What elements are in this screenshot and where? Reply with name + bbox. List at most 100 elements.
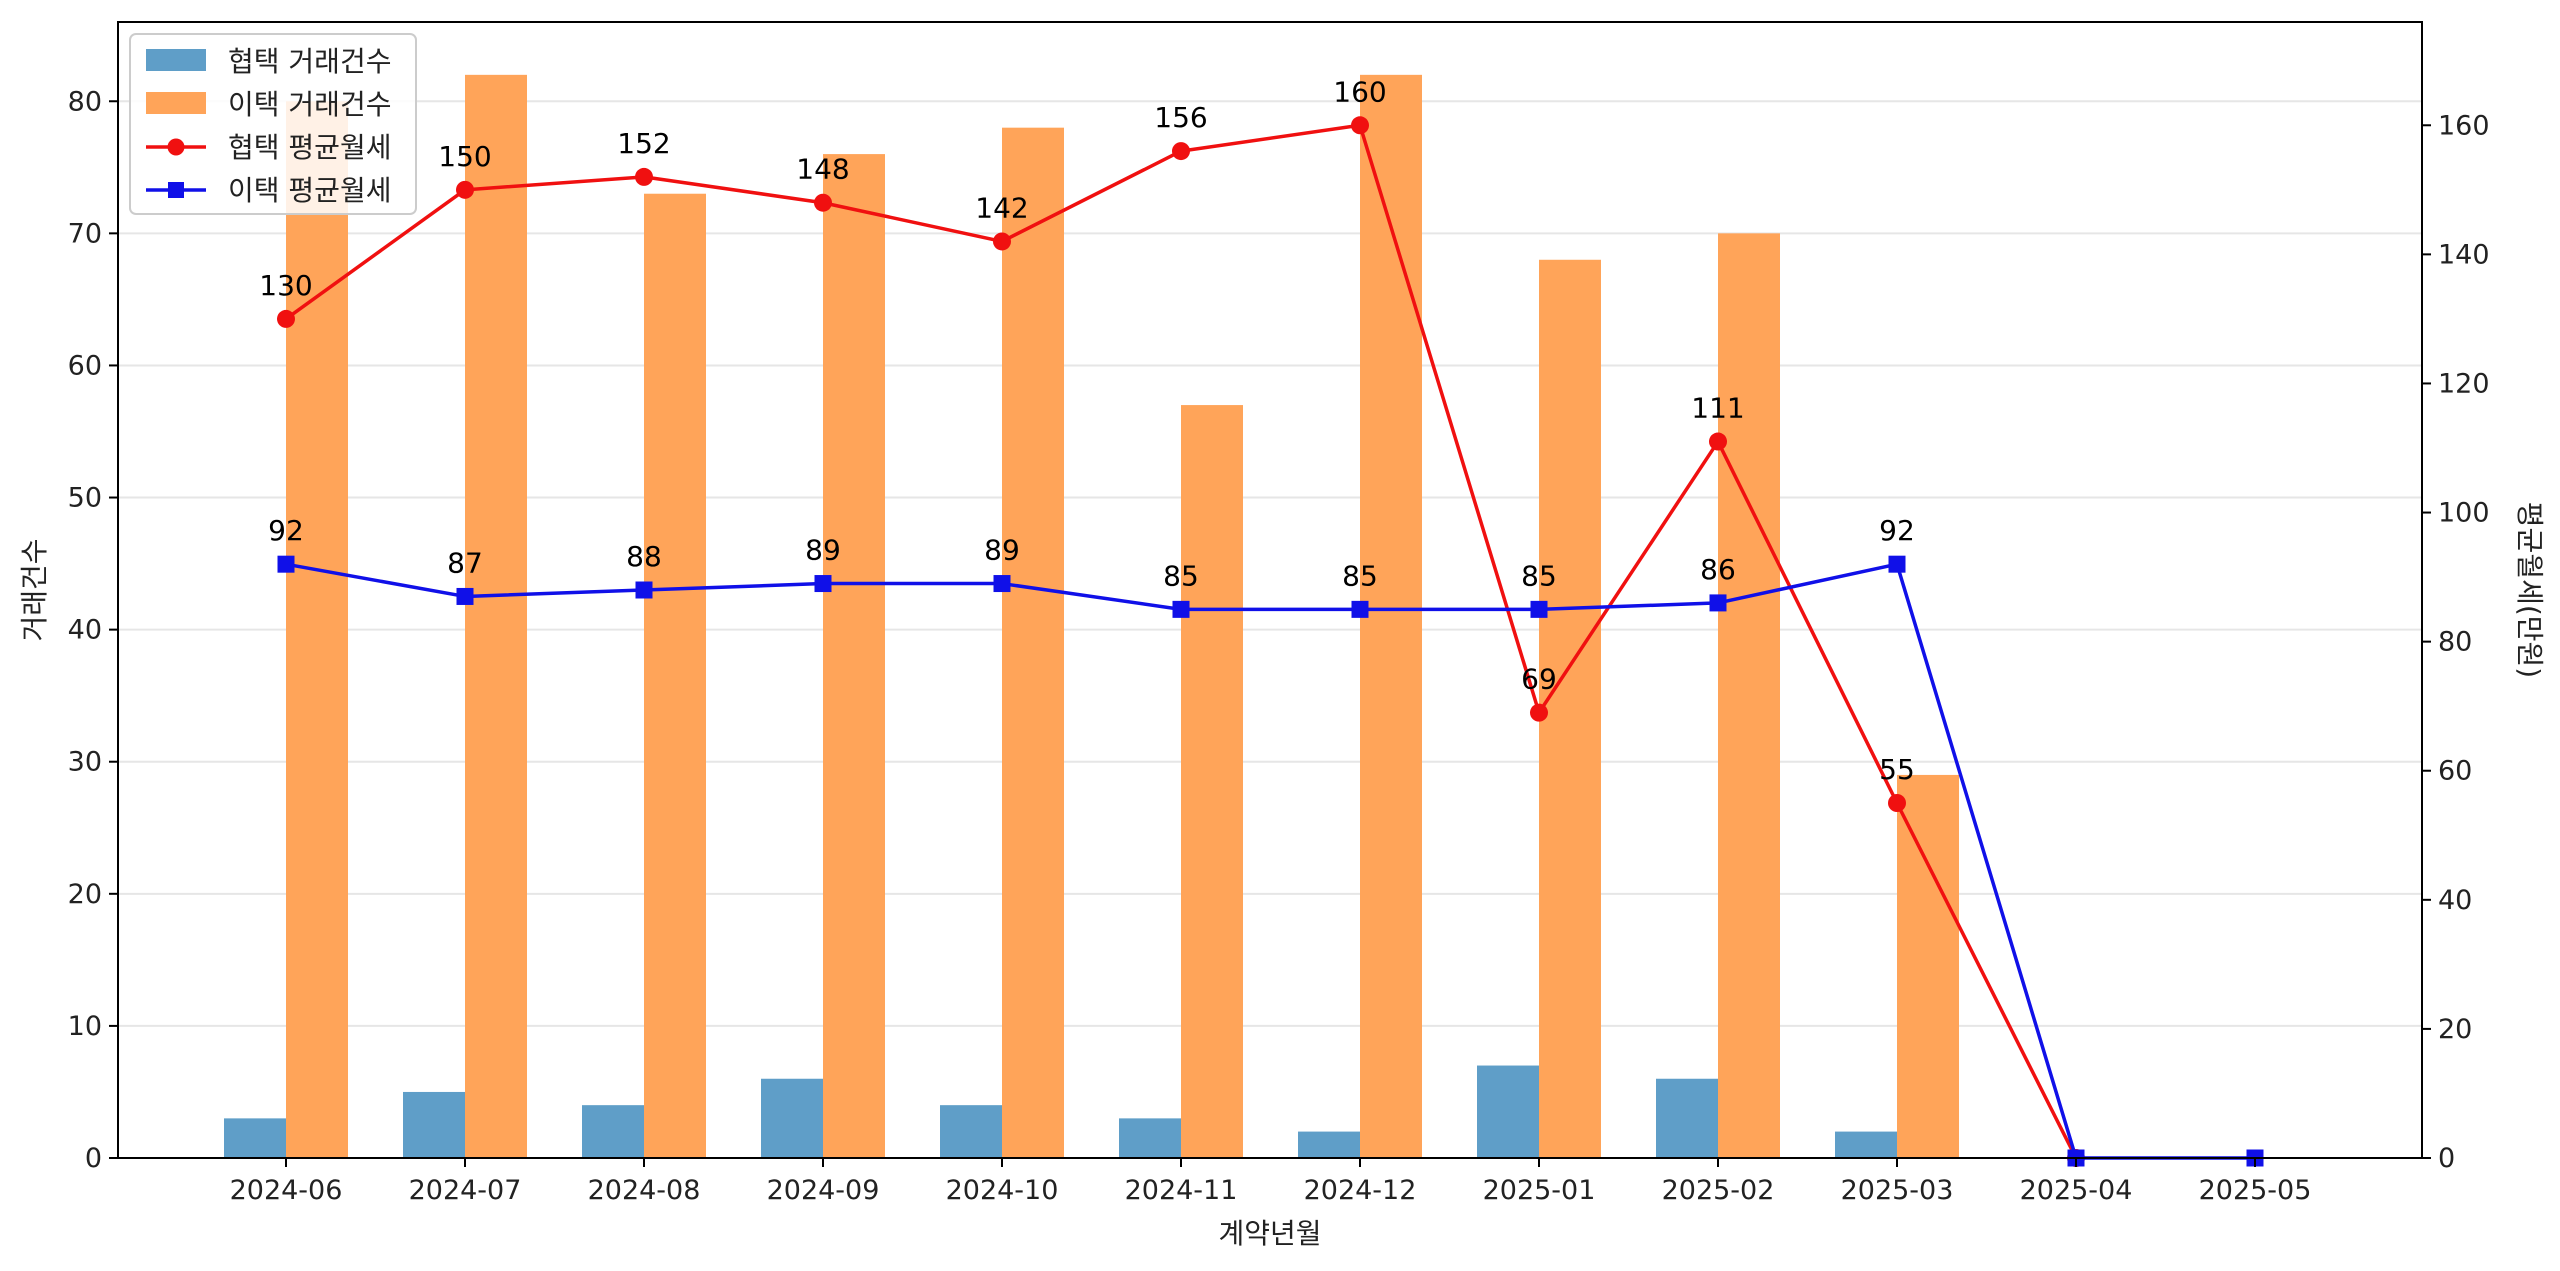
point-itaek: [1172, 600, 1190, 618]
legend-swatch-bar-2: [146, 92, 206, 114]
point-itaek: [993, 575, 1011, 593]
x-tick-label: 2024-10: [946, 1175, 1059, 1206]
legend-label-line-2: 이택 평균월세: [228, 174, 391, 207]
y-left-tick-label: 40: [68, 615, 102, 646]
point-itaek: [277, 555, 295, 573]
bar-itaek: [1897, 774, 1959, 1158]
y-left-tick-label: 30: [68, 747, 102, 778]
y-left-tick-label: 20: [68, 879, 102, 910]
bar-hyeoptaek: [1298, 1131, 1360, 1158]
data-label-hyeoptaek: 111: [1691, 392, 1744, 425]
data-label-itaek: 85: [1521, 559, 1557, 592]
bar-hyeoptaek: [940, 1105, 1002, 1158]
data-label-itaek: 87: [447, 546, 483, 579]
bar-itaek: [1718, 233, 1780, 1159]
x-tick-label: 2025-02: [1662, 1175, 1775, 1206]
bar-hyeoptaek: [1835, 1131, 1897, 1158]
x-tick-label: 2024-09: [767, 1175, 880, 1206]
legend-label-bar-1: 협택 거래건수: [228, 45, 391, 78]
y-left-tick-label: 10: [68, 1011, 102, 1042]
y-axis-right-title: 평균월세(만원): [2513, 502, 2546, 678]
legend-marker-square: [168, 182, 184, 198]
y-left-tick-label: 80: [68, 86, 102, 117]
point-itaek: [1709, 594, 1727, 612]
bar-itaek: [1181, 405, 1243, 1158]
x-tick-label: 2024-07: [409, 1175, 522, 1206]
bar-itaek: [465, 74, 527, 1159]
point-itaek: [1530, 600, 1548, 618]
point-hyeoptaek: [1172, 142, 1190, 161]
x-tick-label: 2024-08: [588, 1175, 701, 1206]
bar-itaek: [1539, 259, 1601, 1158]
point-hyeoptaek: [456, 180, 474, 199]
point-hyeoptaek: [1530, 703, 1548, 722]
x-axis-title: 계약년월: [1218, 1217, 1321, 1250]
bar-itaek: [286, 101, 348, 1158]
point-hyeoptaek: [1351, 116, 1369, 135]
bar-itaek: [823, 154, 885, 1158]
y-right-tick-label: 160: [2438, 110, 2490, 141]
data-label-itaek: 85: [1342, 559, 1378, 592]
bar-hyeoptaek: [1119, 1118, 1181, 1158]
bar-itaek: [1360, 74, 1422, 1159]
point-hyeoptaek: [993, 232, 1011, 251]
legend-box: [129, 33, 417, 215]
data-label-hyeoptaek: 156: [1154, 101, 1207, 134]
bar-hyeoptaek: [1656, 1078, 1718, 1158]
data-label-itaek: 85: [1163, 559, 1199, 592]
point-itaek: [456, 587, 474, 605]
data-label-itaek: 92: [268, 514, 304, 547]
y-right-tick-label: 100: [2438, 498, 2490, 529]
y-left-tick-label: 60: [68, 350, 102, 381]
data-labels: 130 150 152 148 142 156 160 69 111 55 92 87 88 89 89 85…: [259, 75, 1915, 786]
y-axis-left-title: 거래건수: [18, 538, 51, 641]
y-right-tick-label: 20: [2438, 1014, 2472, 1045]
y-right-tick-label: 140: [2438, 239, 2490, 270]
bar-hyeoptaek: [224, 1118, 286, 1158]
x-tick-label: 2025-05: [2199, 1175, 2312, 1206]
x-tick-label: 2025-04: [2020, 1175, 2133, 1206]
bar-itaek: [644, 193, 706, 1158]
point-itaek: [1351, 600, 1369, 618]
data-label-hyeoptaek: 160: [1333, 75, 1386, 108]
line-series: [277, 116, 2264, 1167]
data-label-hyeoptaek: 148: [796, 153, 849, 186]
bar-hyeoptaek: [582, 1105, 644, 1158]
x-tick-label: 2025-01: [1483, 1175, 1596, 1206]
data-label-hyeoptaek: 152: [617, 127, 670, 160]
y-left-tick-label: 50: [68, 483, 102, 514]
legend-swatch-bar-1: [146, 49, 206, 71]
line-itaek-rent: [285, 562, 2255, 1160]
data-label-itaek: 92: [1879, 514, 1915, 547]
x-tick-label: 2024-06: [230, 1175, 343, 1206]
y-right-tick-label: 80: [2438, 627, 2472, 658]
legend: 협택 거래건수 이택 거래건수 협택 평균월세 이택 평균월세: [129, 33, 417, 215]
bars: [224, 74, 1959, 1159]
point-hyeoptaek: [814, 193, 832, 212]
legend-marker-circle: [167, 138, 185, 156]
bar-itaek: [1002, 127, 1064, 1158]
y-right-tick-label: 40: [2438, 885, 2472, 916]
data-label-itaek: 89: [805, 534, 841, 567]
point-itaek: [814, 575, 832, 593]
data-label-itaek: 88: [626, 540, 662, 573]
y-right-tick-label: 0: [2438, 1143, 2455, 1174]
point-itaek: [1888, 555, 1906, 573]
x-tick-label: 2025-03: [1841, 1175, 1954, 1206]
data-label-itaek: 89: [984, 534, 1020, 567]
y-right-tick-label: 60: [2438, 756, 2472, 787]
point-hyeoptaek: [277, 309, 295, 328]
axes: 0 10 20 30 40 50 60 70 80 0 20 40 60 80 100 120 140 160 20…: [68, 86, 2490, 1206]
point-hyeoptaek: [1888, 794, 1906, 812]
y-left-tick-label: 0: [85, 1143, 102, 1174]
point-hyeoptaek: [1709, 432, 1727, 451]
y-right-tick-label: 120: [2438, 368, 2490, 399]
legend-label-line-1: 협택 평균월세: [228, 131, 391, 164]
x-tick-label: 2024-11: [1125, 1175, 1238, 1206]
data-label-hyeoptaek: 142: [975, 191, 1028, 224]
data-label-hyeoptaek: 130: [259, 269, 312, 302]
data-label-hyeoptaek: 55: [1879, 753, 1915, 786]
data-label-itaek: 86: [1700, 553, 1736, 586]
